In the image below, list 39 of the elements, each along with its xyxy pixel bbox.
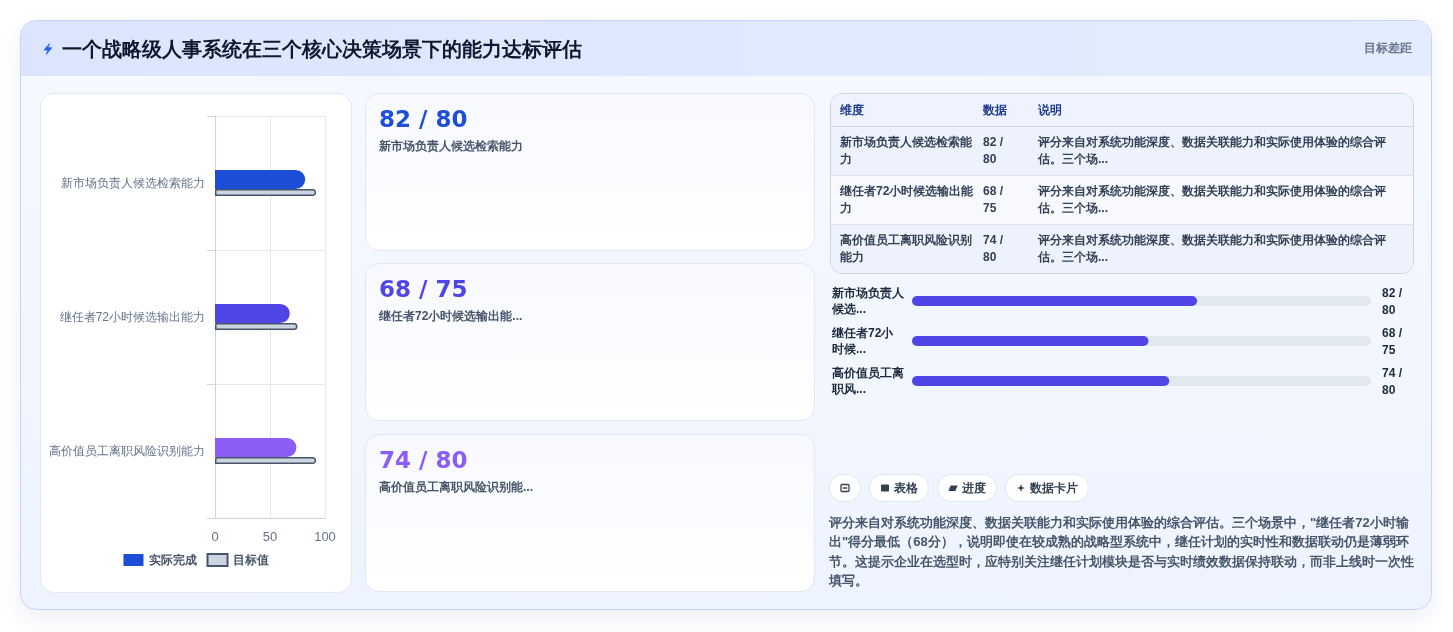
category-label: 新市场负责人候选检索能力 [379, 138, 523, 154]
text: 82 / 80 [983, 135, 1004, 166]
y-tick-label: 新市场负责人候选检索能力 [61, 176, 205, 190]
text: 68 / 75 [983, 184, 1004, 215]
icon-button[interactable] [829, 474, 861, 502]
bar [215, 438, 297, 457]
chart-title: 一个战略级人事系统在三个核心决策场景下的能力达标评估 [62, 37, 582, 62]
text: 82 / 80 [379, 106, 468, 132]
y-tick-label: 继任者72小时候选输出能力 [59, 310, 205, 324]
text: 74 / 80 [983, 233, 1004, 264]
bar [215, 304, 290, 323]
view-button[interactable]: 进度 [937, 474, 997, 502]
category-label: 继任者72小时候选输出能... [379, 308, 523, 324]
view-button[interactable]: 表格 [869, 474, 929, 502]
view-button[interactable]: 数据卡片 [1005, 474, 1089, 502]
bar [215, 170, 306, 189]
data-label: 68 / 75 [1382, 325, 1406, 357]
legend-label: 目标值 [232, 553, 269, 567]
x-tick-label: 50 [262, 529, 278, 544]
text: 74 / 80 [379, 447, 468, 473]
data-label: 74 / 80 [1382, 365, 1406, 397]
text: 维度 [831, 94, 983, 127]
y-tick-label: 新市场负责人候选... [831, 286, 905, 316]
data-label: 82 / 80 [1382, 285, 1406, 317]
text: 68 / 75 [379, 276, 468, 302]
text: 数据 [983, 94, 1029, 127]
x-tick-label: 100 [314, 529, 336, 544]
text: 评分来自对系统功能深度、数据关联能力和实际使用体验的综合评估。三个场景中，"继任者72小时输出"得分最低（68分），说明即使在较成熟的战略型系统中，继任计划的实时性和数据联动仍是薄弱环节。这提示企业在选型时，应特别关注继任计划模块是否与实时绩效数据保持联动，而非上线时一次性填写。 [829, 514, 1415, 591]
text: 评分来自对系统功能深度、数据关联能力和实际使用体验的综合评估。三个场... [1029, 224, 1413, 273]
y-tick-label: 继任者72小时候... [831, 326, 895, 356]
x-tick-label: 0 [211, 529, 219, 544]
text: 说明 [1029, 94, 1413, 127]
text: 评分来自对系统功能深度、数据关联能力和实际使用体验的综合评估。三个场... [1029, 126, 1413, 176]
legend-label: 实际完成 [148, 553, 197, 567]
text: 目标差距 [1364, 40, 1412, 56]
y-tick-label: 高价值员工离职风险识别能力 [49, 444, 205, 458]
text: 评分来自对系统功能深度、数据关联能力和实际使用体验的综合评估。三个场... [1029, 175, 1413, 225]
y-tick-label: 高价值员工离职风... [831, 366, 904, 396]
category-label: 高价值员工离职风险识别能... [379, 479, 534, 495]
